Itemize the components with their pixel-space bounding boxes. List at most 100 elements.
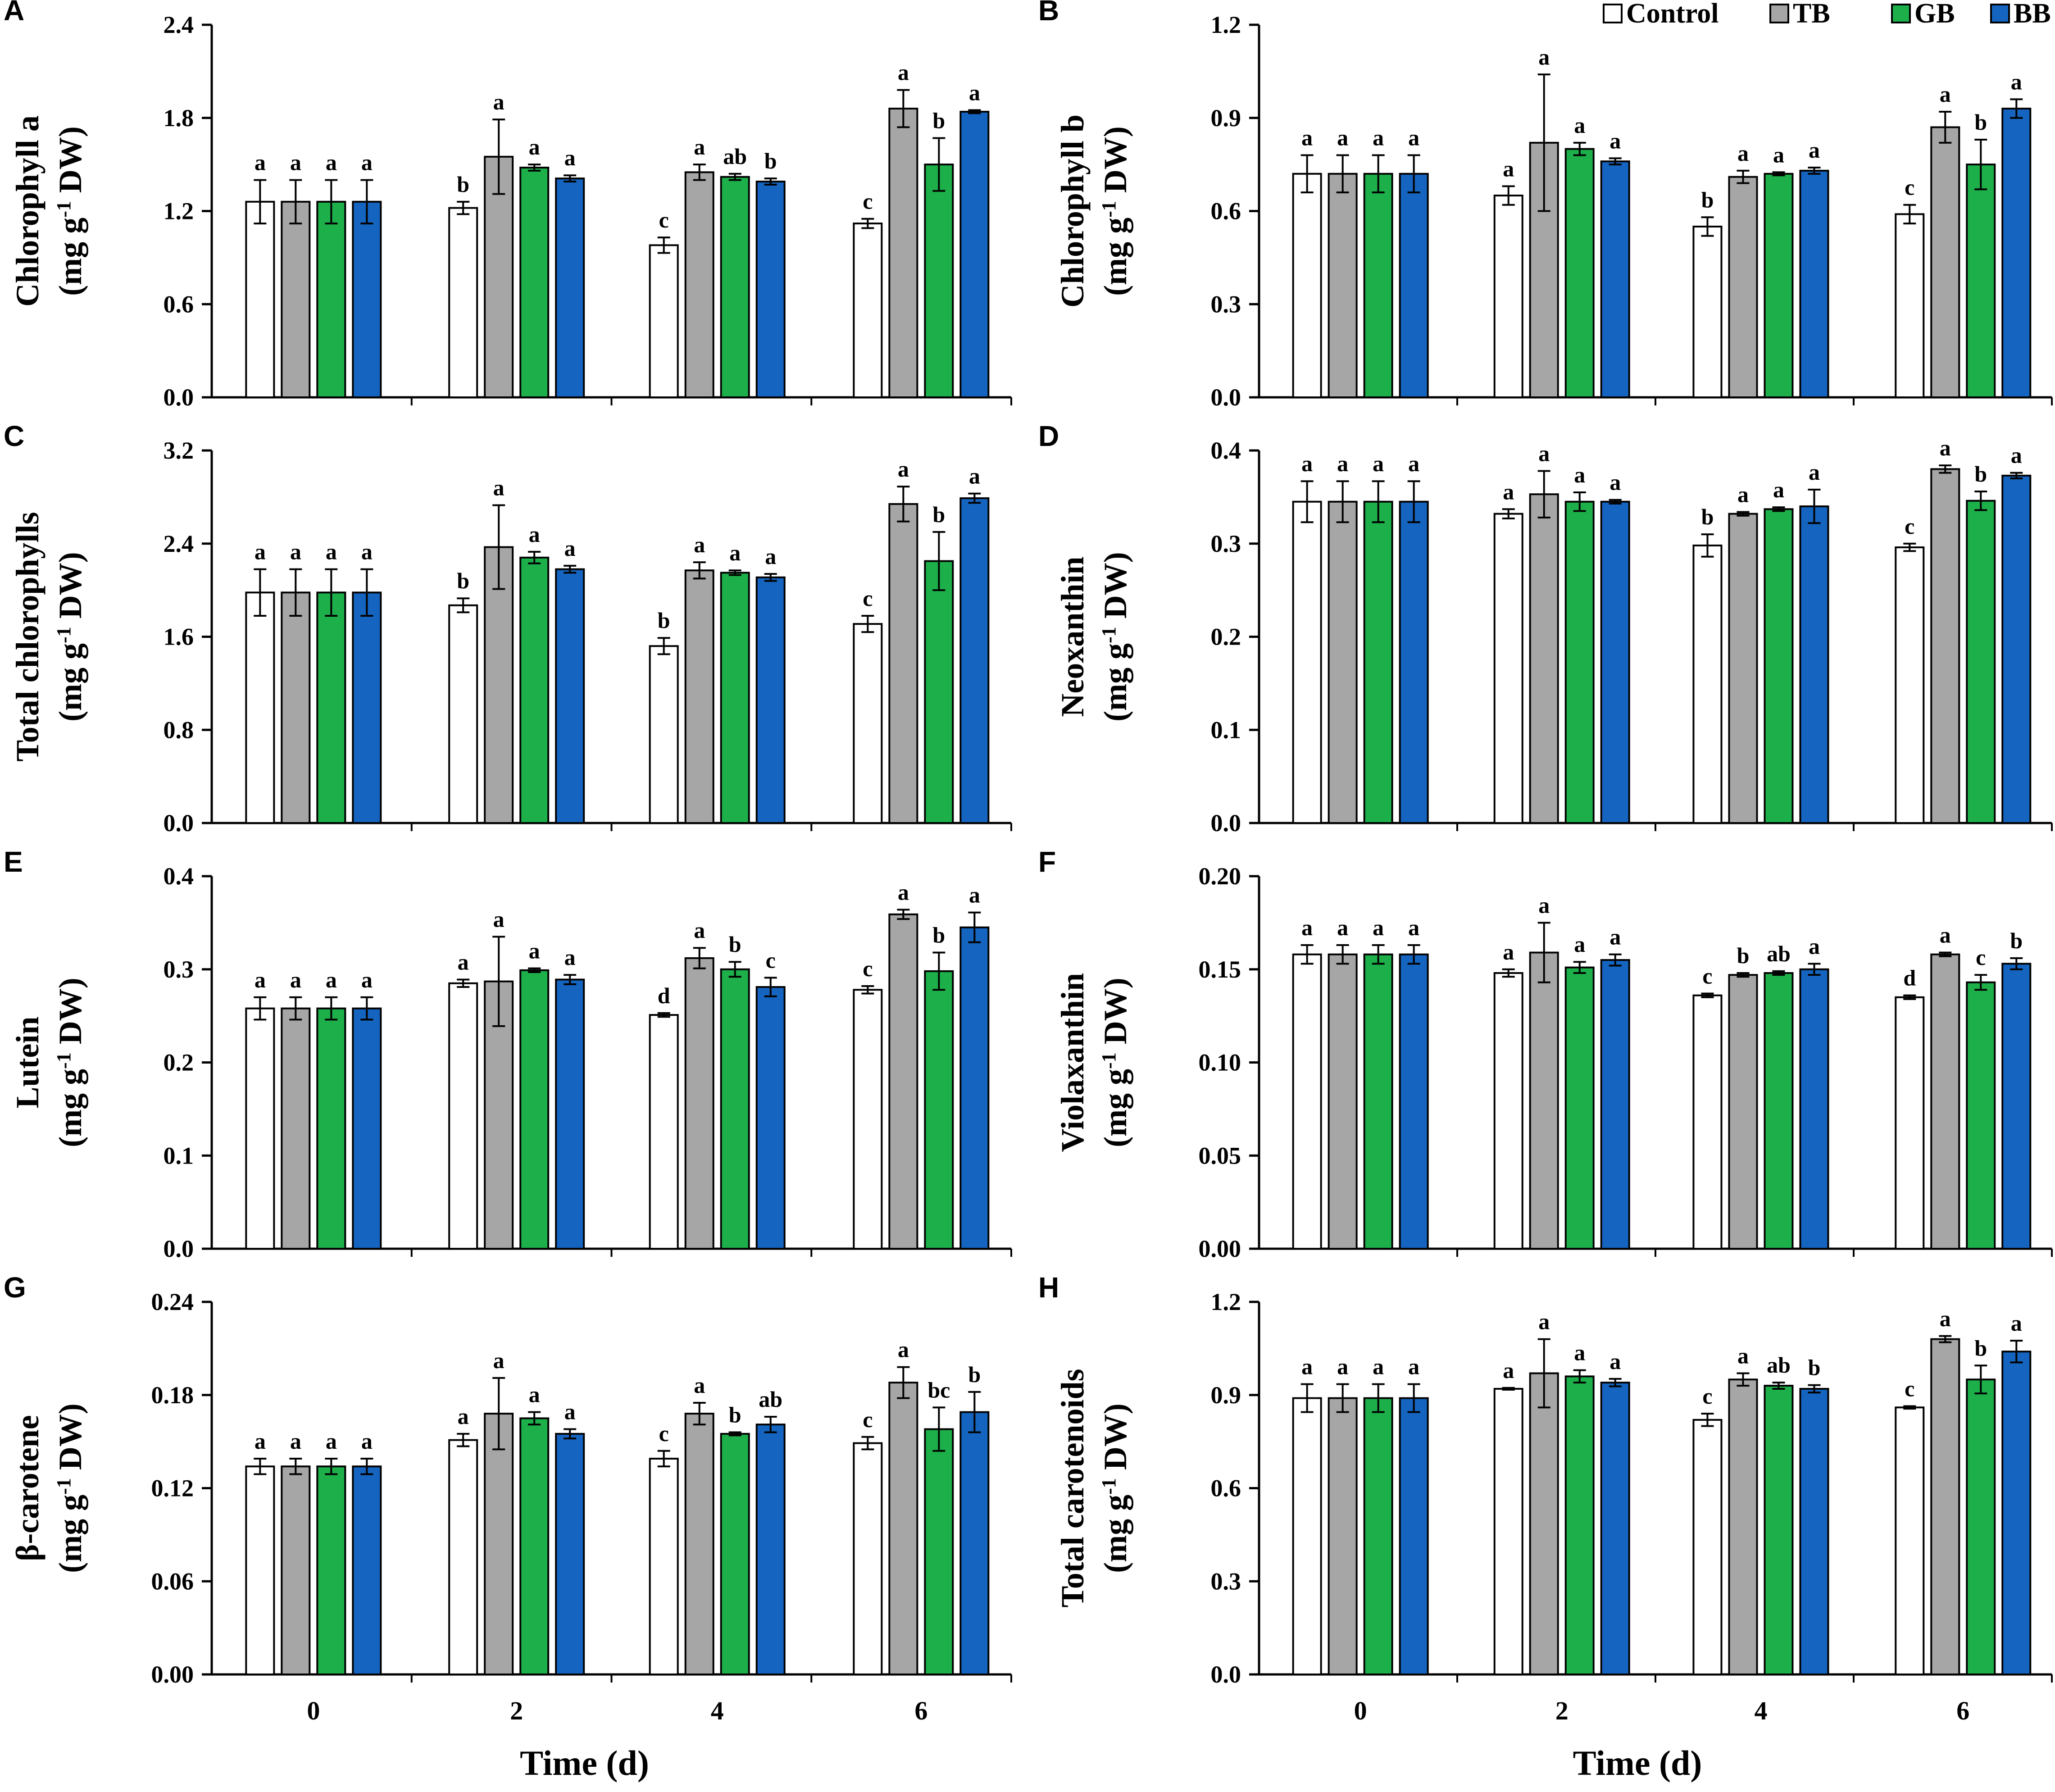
significance-label: ab bbox=[1767, 941, 1791, 966]
significance-label: b bbox=[1737, 943, 1750, 968]
bar-gb-day-6 bbox=[924, 164, 954, 398]
y-axis-title: Lutein bbox=[9, 1016, 45, 1108]
legend-label-tb: TB bbox=[1793, 0, 1830, 29]
significance-label: a bbox=[1737, 141, 1749, 166]
significance-label: a bbox=[458, 949, 469, 974]
significance-label: c bbox=[766, 947, 776, 973]
y-axis-title: Chlorophyll b bbox=[1055, 114, 1091, 308]
significance-label: a bbox=[326, 150, 337, 175]
legend-swatch-tb bbox=[1769, 4, 1789, 23]
bar-gb-day-0 bbox=[316, 1007, 346, 1250]
bar-gb-day-4 bbox=[720, 968, 750, 1250]
y-tick-label: 0.0 bbox=[1211, 810, 1241, 837]
bar-control-day-2 bbox=[1493, 513, 1523, 824]
y-tick-label: 0.3 bbox=[164, 956, 194, 983]
bar-bb-day-6 bbox=[2001, 108, 2032, 398]
legend-swatch-bb bbox=[1990, 4, 2010, 23]
y-axis-title: Chlorophyll a bbox=[9, 115, 45, 307]
bar-tb-day-6 bbox=[1930, 1338, 1960, 1675]
bar-control-day-6 bbox=[853, 989, 883, 1250]
x-tick-label: 0 bbox=[1354, 1696, 1367, 1725]
significance-label: a bbox=[255, 539, 266, 564]
bar-control-day-4 bbox=[649, 244, 679, 399]
significance-label: a bbox=[1538, 892, 1550, 918]
bar-gb-day-4 bbox=[720, 572, 750, 824]
significance-label: a bbox=[1940, 923, 1951, 948]
y-tick-label: 0.4 bbox=[164, 863, 194, 890]
significance-label: a bbox=[529, 522, 540, 547]
significance-label: a bbox=[361, 1428, 373, 1454]
significance-label: b bbox=[932, 502, 945, 527]
bar-gb-day-0 bbox=[316, 591, 346, 824]
panel-h: H Total carotenoids (mg g-1 DW) 0.0 0.3 0.6 0.… bbox=[1038, 1271, 2053, 1725]
significance-label: a bbox=[969, 80, 980, 105]
bar-tb-day-2 bbox=[1529, 951, 1559, 1250]
significance-label: a bbox=[1773, 142, 1784, 167]
significance-label: a bbox=[1503, 939, 1514, 964]
y-tick-label: 0.3 bbox=[1211, 530, 1241, 557]
bar-control-day-2 bbox=[448, 1439, 478, 1676]
significance-label: a bbox=[1940, 1306, 1951, 1331]
significance-label: a bbox=[2011, 443, 2022, 468]
significance-label: a bbox=[1337, 1354, 1348, 1379]
significance-label: a bbox=[326, 539, 337, 564]
y-tick-label: 0.9 bbox=[1211, 105, 1241, 132]
significance-label: a bbox=[564, 536, 576, 561]
significance-label: a bbox=[361, 150, 373, 175]
significance-label: a bbox=[1809, 137, 1820, 163]
significance-label: b bbox=[932, 108, 945, 133]
significance-label: a bbox=[1373, 1354, 1384, 1379]
significance-label: c bbox=[659, 207, 669, 232]
bar-bb-day-4 bbox=[755, 986, 786, 1250]
bar-control-day-2 bbox=[448, 207, 478, 398]
bar-tb-day-2 bbox=[1529, 493, 1559, 824]
y-axis-unit: (mg g-1 DW) bbox=[1097, 552, 1133, 722]
bar-bb-day-4 bbox=[1799, 505, 1829, 824]
significance-label: a bbox=[564, 145, 576, 170]
y-axis-title: Total carotenoids bbox=[1055, 1369, 1091, 1607]
bar-gb-day-4 bbox=[1764, 972, 1794, 1250]
significance-label: a bbox=[2011, 1310, 2022, 1336]
x-tick-label: 2 bbox=[1555, 1696, 1569, 1725]
significance-label: b bbox=[1808, 1355, 1821, 1380]
bar-gb-day-0 bbox=[1363, 173, 1393, 398]
bar-bb-day-2 bbox=[555, 568, 585, 824]
significance-label: a bbox=[694, 918, 705, 943]
y-tick-label: 3.2 bbox=[164, 437, 194, 464]
bar-tb-day-6 bbox=[1930, 953, 1960, 1250]
legend-label-control: Control bbox=[1626, 0, 1719, 29]
significance-label: a bbox=[729, 540, 741, 565]
bar-bb-day-2 bbox=[1600, 959, 1630, 1250]
bar-gb-day-0 bbox=[1363, 953, 1393, 1250]
y-tick-label: 0.2 bbox=[164, 1049, 194, 1076]
legend-label-bb: BB bbox=[2014, 0, 2051, 29]
bar-bb-day-0 bbox=[352, 1007, 382, 1250]
significance-label: a bbox=[458, 1404, 469, 1429]
significance-label: c bbox=[863, 1407, 873, 1432]
y-tick-label: 0.9 bbox=[1211, 1382, 1241, 1409]
significance-label: c bbox=[1905, 514, 1914, 539]
significance-label: a bbox=[529, 1382, 540, 1407]
bar-control-day-6 bbox=[1895, 996, 1925, 1250]
significance-label: b bbox=[1701, 504, 1714, 529]
y-tick-label: 0.3 bbox=[1211, 291, 1241, 318]
significance-label: b bbox=[457, 172, 469, 197]
significance-label: a bbox=[361, 539, 373, 564]
significance-label: a bbox=[1301, 915, 1313, 940]
significance-label: a bbox=[1940, 435, 1951, 460]
y-tick-label: 0.0 bbox=[1211, 384, 1241, 411]
y-axis-unit: (mg g-1 DW) bbox=[1097, 1403, 1133, 1573]
bar-tb-day-4 bbox=[684, 1413, 714, 1676]
significance-label: c bbox=[1976, 945, 1986, 970]
significance-label: c bbox=[659, 1421, 669, 1446]
bar-tb-day-4 bbox=[684, 171, 714, 398]
significance-label: a bbox=[564, 945, 576, 970]
significance-label: a bbox=[290, 539, 301, 564]
bar-control-day-4 bbox=[1692, 994, 1723, 1250]
y-tick-label: 0.24 bbox=[151, 1288, 194, 1315]
y-tick-label: 0.05 bbox=[1199, 1142, 1241, 1169]
panel-b: B Chlorophyll b (mg g-1 DW) 0.0 0.3 0.6 0.9 1.2… bbox=[1038, 0, 2053, 411]
x-tick-label: 0 bbox=[307, 1696, 320, 1725]
